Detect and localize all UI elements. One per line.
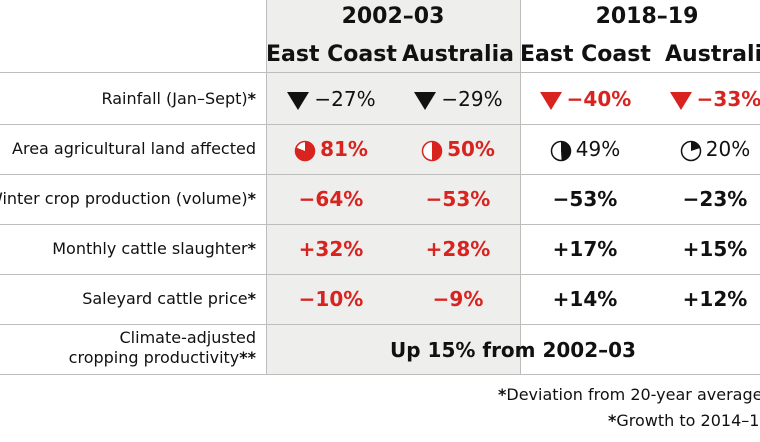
rule-row-5: [0, 324, 760, 325]
down-triangle-icon: [414, 91, 437, 110]
cell-value: −27%: [314, 87, 376, 111]
cell-winter-crop-east-coast-2002: −64%: [266, 185, 396, 213]
rule-row-2: [0, 174, 760, 175]
cell-cattle-slaughter-east-coast-2002: +32%: [266, 235, 396, 263]
cell-area-affected-australia-2018: 20%: [650, 135, 760, 163]
cell-cattle-price-australia-2018: +12%: [650, 285, 760, 313]
cell-value: 81%: [320, 137, 368, 161]
column-header-east-coast-2018: East Coast: [520, 42, 651, 67]
cell-value: −9%: [432, 287, 484, 311]
cell-value: −40%: [566, 87, 632, 111]
pie-icon: [680, 140, 702, 161]
cell-area-affected-east-coast-2002: 81%: [266, 135, 396, 163]
down-triangle-icon: [287, 91, 310, 110]
cell-rainfall-east-coast-2018: −40%: [520, 85, 650, 113]
cell-value: −33%: [696, 87, 760, 111]
cell-value: −64%: [298, 187, 364, 211]
pie-icon: [421, 140, 443, 161]
period-2002-shading: [266, 0, 520, 374]
row-label-productivity: Climate-adjusted cropping productivity**: [68, 328, 256, 367]
cell-winter-crop-east-coast-2018: −53%: [520, 185, 650, 213]
cell-value: 50%: [447, 137, 495, 161]
row-label-cattle-price: Saleyard cattle price*: [82, 289, 256, 308]
rule-header: [0, 72, 760, 73]
pie-icon: [294, 140, 316, 161]
cell-value: 49%: [575, 137, 621, 161]
cell-value: 20%: [705, 137, 751, 161]
cell-rainfall-australia-2002: −29%: [396, 85, 520, 113]
cell-cattle-price-east-coast-2002: −10%: [266, 285, 396, 313]
period-header-2018: 2018–19: [595, 4, 699, 29]
rule-table-bottom: [0, 374, 760, 375]
pie-icon: [550, 140, 572, 161]
down-triangle-icon: [669, 91, 692, 110]
cell-value: +14%: [552, 287, 618, 311]
rule-row-3: [0, 224, 760, 225]
rule-row-1: [0, 124, 760, 125]
cell-area-affected-east-coast-2018: 49%: [520, 135, 650, 163]
cell-winter-crop-australia-2002: −53%: [396, 185, 520, 213]
cell-value: +12%: [682, 287, 748, 311]
cell-value: +28%: [425, 237, 491, 261]
cell-cattle-price-australia-2002: −9%: [396, 285, 520, 313]
cell-value: +17%: [552, 237, 618, 261]
rule-row-4: [0, 274, 760, 275]
productivity-value: Up 15% from 2002–03: [390, 338, 636, 362]
column-header-australia-2002: Australia: [402, 42, 514, 67]
footnote-deviation: *Deviation from 20-year average: [498, 385, 760, 404]
cell-value: −29%: [441, 87, 503, 111]
cell-value: −10%: [298, 287, 364, 311]
cell-value: +15%: [682, 237, 748, 261]
down-triangle-icon: [539, 91, 562, 110]
cell-rainfall-australia-2018: −33%: [650, 85, 760, 113]
cell-cattle-slaughter-australia-2002: +28%: [396, 235, 520, 263]
row-label-cattle-slaughter: Monthly cattle slaughter*: [52, 239, 256, 258]
cell-value: +32%: [298, 237, 364, 261]
divider-periods: [520, 0, 521, 374]
cell-rainfall-east-coast-2002: −27%: [266, 85, 396, 113]
cell-cattle-slaughter-australia-2018: +15%: [650, 235, 760, 263]
row-label-rainfall: Rainfall (Jan–Sept)*: [101, 89, 256, 108]
column-header-australia-2018: Australia: [665, 42, 760, 67]
row-label-area-affected: Area agricultural land affected: [12, 139, 256, 158]
divider-label-column: [266, 0, 267, 374]
cell-value: −53%: [425, 187, 491, 211]
cell-area-affected-australia-2002: 50%: [396, 135, 520, 163]
period-header-2002: 2002–03: [341, 4, 445, 29]
cell-cattle-slaughter-east-coast-2018: +17%: [520, 235, 650, 263]
footnote-growth: *Growth to 2014–15: [608, 411, 760, 430]
cell-cattle-price-east-coast-2018: +14%: [520, 285, 650, 313]
cell-value: −23%: [682, 187, 748, 211]
column-header-east-coast-2002: East Coast: [266, 42, 397, 67]
row-label-winter-crop: Winter crop production (volume)*: [0, 189, 256, 208]
cell-value: −53%: [552, 187, 618, 211]
cell-winter-crop-australia-2018: −23%: [650, 185, 760, 213]
